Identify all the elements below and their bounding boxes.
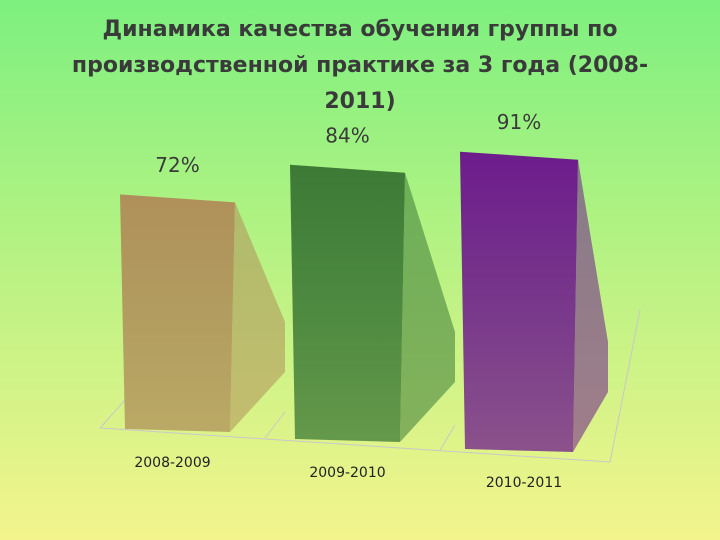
x-tick-label: 2010-2011	[486, 475, 562, 491]
floor-divider	[439, 424, 456, 451]
floor-divider	[264, 411, 286, 439]
floor-edge	[99, 399, 126, 429]
bar	[120, 194, 235, 432]
floor-edge	[99, 309, 641, 463]
bar	[460, 151, 578, 452]
x-tick-label: 2009-2010	[309, 465, 385, 481]
bar-side	[400, 172, 455, 443]
value-label: 84%	[325, 123, 369, 147]
floor	[99, 309, 641, 463]
bar-side	[230, 202, 285, 432]
value-label: 72%	[155, 153, 199, 177]
bar-side	[573, 159, 608, 452]
bar	[290, 164, 405, 443]
x-tick-label: 2008-2009	[134, 455, 210, 471]
value-label: 91%	[497, 110, 541, 134]
chart-title: Динамика качества обучения группы по про…	[71, 17, 649, 114]
